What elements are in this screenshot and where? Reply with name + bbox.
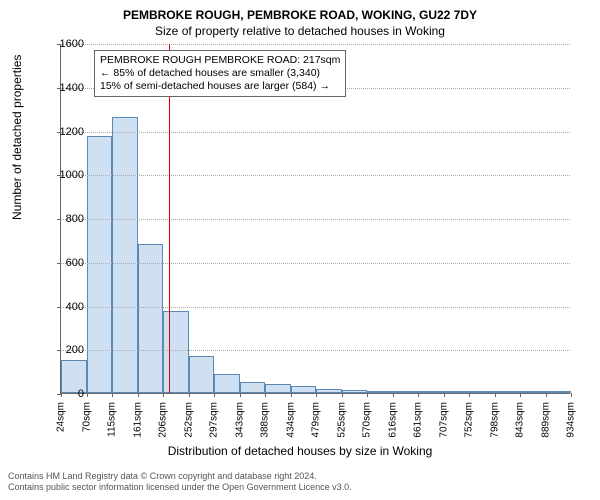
xtick-mark [495, 393, 496, 397]
xtick-label: 616sqm [387, 402, 398, 438]
chart-container: PEMBROKE ROUGH, PEMBROKE ROAD, WOKING, G… [0, 0, 600, 500]
xtick-label: 843sqm [515, 402, 526, 438]
bar [444, 391, 470, 393]
x-axis-label: Distribution of detached houses by size … [0, 444, 600, 458]
gridline [61, 307, 570, 308]
xtick-mark [265, 393, 266, 397]
xtick-mark [87, 393, 88, 397]
ytick-label: 600 [44, 257, 84, 269]
xtick-label: 388sqm [260, 402, 271, 438]
annotation-box: PEMBROKE ROUGH PEMBROKE ROAD: 217sqm ← 8… [94, 50, 346, 97]
footer-line2: Contains public sector information licen… [8, 482, 352, 494]
xtick-mark [240, 393, 241, 397]
y-axis-label: Number of detached properties [10, 55, 24, 220]
chart-title-line2: Size of property relative to detached ho… [0, 22, 600, 38]
gridline [61, 132, 570, 133]
xtick-mark [214, 393, 215, 397]
ytick-label: 800 [44, 213, 84, 225]
xtick-label: 934sqm [566, 402, 577, 438]
xtick-label: 661sqm [413, 402, 424, 438]
xtick-mark [342, 393, 343, 397]
xtick-label: 206sqm [158, 402, 169, 438]
xtick-mark [189, 393, 190, 397]
xtick-label: 115sqm [107, 402, 118, 437]
xtick-label: 752sqm [464, 402, 475, 438]
bar [520, 391, 546, 393]
xtick-mark [291, 393, 292, 397]
bar [214, 374, 240, 393]
annotation-line2: ← 85% of detached houses are smaller (3,… [100, 67, 340, 80]
chart-title-line1: PEMBROKE ROUGH, PEMBROKE ROAD, WOKING, G… [0, 0, 600, 22]
bar [265, 384, 291, 393]
xtick-label: 252sqm [183, 402, 194, 438]
annotation-line3: 15% of semi-detached houses are larger (… [100, 80, 340, 93]
xtick-label: 161sqm [132, 402, 143, 438]
ytick-label: 200 [44, 344, 84, 356]
footer-text: Contains HM Land Registry data © Crown c… [8, 471, 352, 494]
bar [469, 391, 495, 393]
xtick-mark [316, 393, 317, 397]
bar [316, 389, 342, 393]
xtick-mark [469, 393, 470, 397]
xtick-mark [138, 393, 139, 397]
xtick-mark [571, 393, 572, 397]
xtick-mark [393, 393, 394, 397]
ytick-label: 1200 [44, 126, 84, 138]
bar [393, 391, 419, 393]
gridline [61, 44, 570, 45]
bar [546, 391, 572, 393]
ytick-label: 1600 [44, 38, 84, 50]
xtick-mark [520, 393, 521, 397]
xtick-mark [418, 393, 419, 397]
bar [189, 356, 215, 393]
gridline [61, 219, 570, 220]
gridline [61, 175, 570, 176]
xtick-label: 434sqm [285, 402, 296, 438]
xtick-label: 479sqm [311, 402, 322, 438]
bar [291, 386, 317, 393]
gridline [61, 350, 570, 351]
plot-area: 24sqm70sqm115sqm161sqm206sqm252sqm297sqm… [60, 44, 570, 394]
footer-line1: Contains HM Land Registry data © Crown c… [8, 471, 352, 483]
gridline [61, 263, 570, 264]
bar [342, 390, 368, 393]
bar [418, 391, 444, 393]
xtick-label: 889sqm [540, 402, 551, 438]
bar [112, 117, 138, 393]
ytick-label: 1000 [44, 169, 84, 181]
bar [495, 391, 521, 393]
xtick-mark [444, 393, 445, 397]
xtick-label: 70sqm [81, 402, 92, 432]
xtick-label: 570sqm [362, 402, 373, 438]
xtick-mark [112, 393, 113, 397]
xtick-label: 297sqm [209, 402, 220, 438]
ytick-label: 0 [44, 388, 84, 400]
bar [138, 244, 164, 393]
bar [367, 391, 393, 393]
ytick-label: 1400 [44, 82, 84, 94]
annotation-line1: PEMBROKE ROUGH PEMBROKE ROAD: 217sqm [100, 54, 340, 67]
xtick-label: 707sqm [438, 402, 449, 438]
xtick-label: 24sqm [56, 402, 67, 432]
ytick-label: 400 [44, 301, 84, 313]
bar [240, 382, 266, 393]
bar [163, 311, 189, 393]
xtick-mark [546, 393, 547, 397]
xtick-label: 798sqm [489, 402, 500, 438]
xtick-mark [163, 393, 164, 397]
xtick-label: 343sqm [234, 402, 245, 438]
xtick-label: 525sqm [336, 402, 347, 438]
xtick-mark [367, 393, 368, 397]
